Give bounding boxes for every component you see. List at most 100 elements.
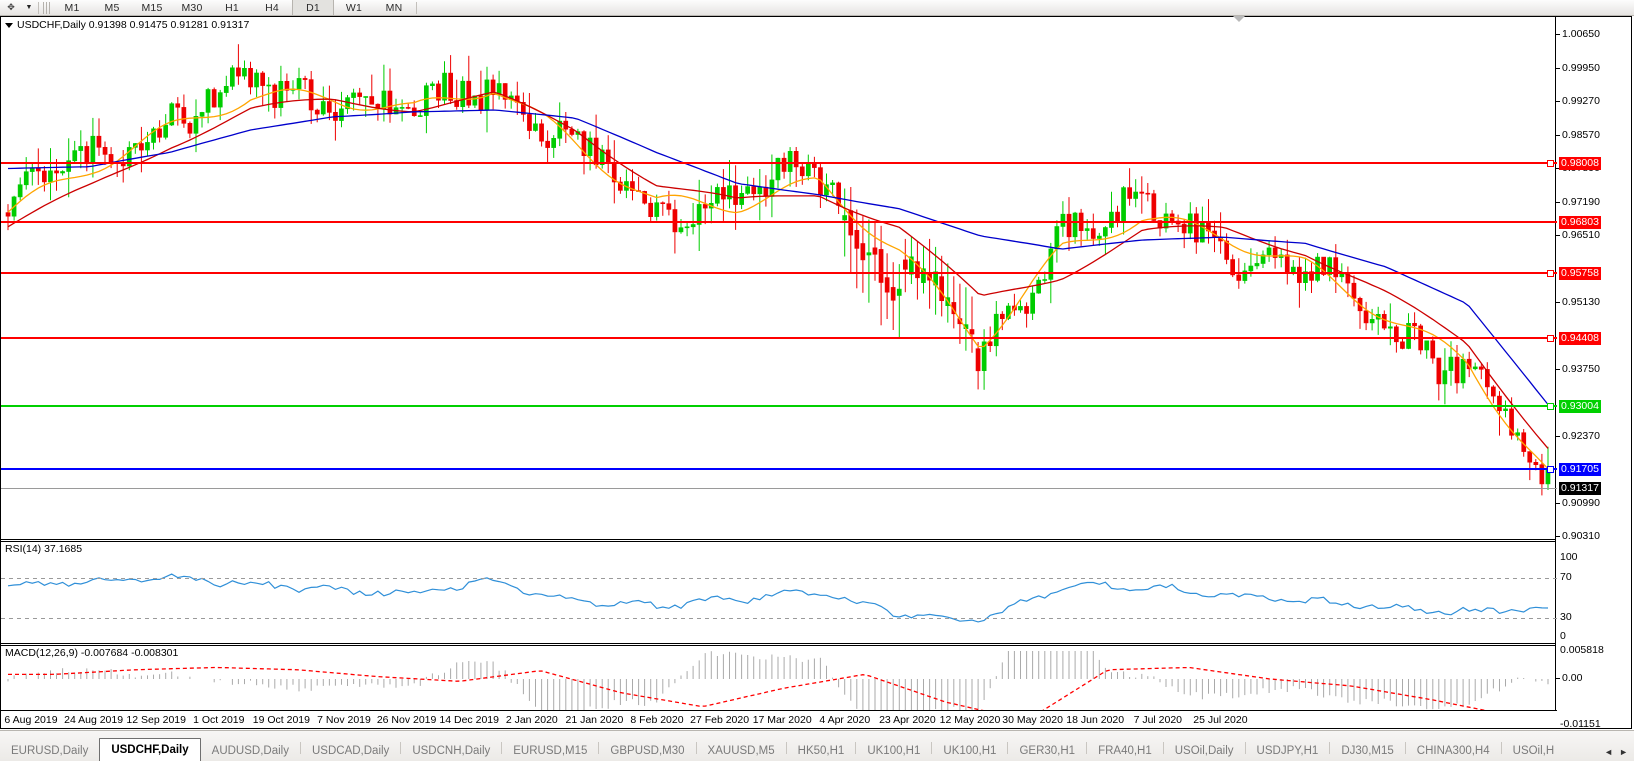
timeframe-w1[interactable]: W1 bbox=[345, 1, 363, 14]
price-tag-support-1[interactable]: 0.93004 bbox=[1559, 400, 1601, 414]
timeframe-d1[interactable]: D1 bbox=[292, 0, 334, 15]
timeframe-m15[interactable]: M15 bbox=[141, 1, 163, 14]
timeframe-h4[interactable]: H4 bbox=[265, 1, 279, 14]
tab-divider bbox=[501, 741, 503, 754]
tab-divider bbox=[1500, 741, 1502, 754]
date-tick-label: 17 Mar 2020 bbox=[752, 714, 812, 726]
date-tick-label: 8 Feb 2020 bbox=[630, 714, 684, 726]
date-tick-label: 7 Nov 2019 bbox=[317, 714, 371, 726]
chart-tab-uk100-h1[interactable]: UK100,H1 bbox=[943, 744, 997, 757]
price-tick-label: 0.95130 bbox=[1562, 295, 1600, 308]
chart-tab-xauusd-m5[interactable]: XAUUSD,M5 bbox=[707, 744, 775, 757]
chart-tab-usdcad-daily[interactable]: USDCAD,Daily bbox=[311, 744, 390, 757]
price-scale[interactable]: 1.006500.999500.992700.985700.978900.971… bbox=[1555, 17, 1631, 730]
price-tag-resistance-3[interactable]: 0.95758 bbox=[1559, 266, 1601, 280]
date-tick-label: 1 Oct 2019 bbox=[193, 714, 245, 726]
chart-tab-bar[interactable]: EURUSD,Daily USDCHF,Daily AUDUSD,Daily USDC… bbox=[0, 730, 1634, 761]
chart-tab-china300-h4[interactable]: CHINA300,H4 bbox=[1416, 744, 1490, 757]
rsi-tick-label: 0 bbox=[1560, 630, 1566, 642]
rsi-tick-label: 100 bbox=[1560, 551, 1578, 563]
level-handle-resistance-1[interactable] bbox=[1547, 160, 1554, 168]
level-line-resistance-3[interactable] bbox=[1, 271, 1557, 274]
tab-divider bbox=[1404, 741, 1406, 754]
rsi-pane-divider bbox=[1, 539, 1631, 540]
level-handle-support-1[interactable] bbox=[1547, 403, 1554, 411]
price-tag-last-price[interactable]: 0.91317 bbox=[1559, 482, 1601, 496]
cursor-crosshair-icon[interactable]: ✥ bbox=[7, 2, 15, 12]
chart-frame[interactable]: USDCHF,Daily 0.91398 0.91475 0.91281 0.9… bbox=[0, 16, 1632, 730]
rsi-indicator-label: RSI(14) 37.1685 bbox=[5, 543, 83, 555]
macd-pane-divider bbox=[1, 643, 1631, 644]
tab-scroll-controls[interactable]: ◄ ► bbox=[1598, 747, 1634, 761]
date-tick-label: 30 May 2020 bbox=[1002, 714, 1063, 726]
chart-tab-ger30-h1[interactable]: GER30,H1 bbox=[1019, 744, 1076, 757]
chart-tab-usdjpy-h1[interactable]: USDJPY,H1 bbox=[1256, 744, 1319, 757]
rsi-line-series bbox=[7, 573, 1549, 623]
date-tick-label: 12 May 2020 bbox=[939, 714, 1001, 726]
price-plot-area[interactable]: USDCHF,Daily 0.91398 0.91475 0.91281 0.9… bbox=[1, 17, 1631, 728]
level-line-resistance-1[interactable] bbox=[1, 162, 1557, 165]
macd-tick-label: -0.01151 bbox=[1560, 718, 1601, 730]
price-tick-label: 0.97190 bbox=[1562, 195, 1600, 208]
date-tick-label: 26 Nov 2019 bbox=[376, 714, 437, 726]
tab-divider bbox=[1086, 741, 1088, 754]
level-line-resistance-4[interactable] bbox=[1, 337, 1557, 340]
price-tag-support-2[interactable]: 0.91705 bbox=[1559, 463, 1601, 477]
chart-tab-usoil-h[interactable]: USOil,H bbox=[1512, 744, 1555, 757]
macd-tick-label: 0.005818 bbox=[1560, 644, 1604, 656]
chart-tab-eurusd-m15[interactable]: EURUSD,M15 bbox=[513, 744, 588, 757]
tab-divider bbox=[785, 741, 787, 754]
level-line-resistance-2[interactable] bbox=[1, 220, 1557, 223]
chart-tab-usdchf-daily[interactable]: USDCHF,Daily bbox=[99, 738, 201, 761]
level-line-support-2[interactable] bbox=[1, 468, 1557, 471]
price-tick-label: 0.98570 bbox=[1562, 128, 1600, 141]
price-tag-resistance-4[interactable]: 0.94408 bbox=[1559, 332, 1601, 346]
price-tick-label: 0.99270 bbox=[1562, 94, 1600, 107]
chart-tab-hk50-h1[interactable]: HK50,H1 bbox=[797, 744, 845, 757]
timeframe-h1[interactable]: H1 bbox=[225, 1, 239, 14]
timeframe-mn[interactable]: MN bbox=[385, 1, 403, 14]
chart-tab-usoil-daily[interactable]: USOil,Daily bbox=[1174, 744, 1234, 757]
date-tick-label: 25 Jul 2020 bbox=[1193, 714, 1248, 726]
price-tag-resistance-2[interactable]: 0.96803 bbox=[1559, 215, 1601, 229]
timeframe-m30[interactable]: M30 bbox=[181, 1, 203, 14]
level-line-support-1[interactable] bbox=[1, 405, 1557, 408]
chart-tab-dj30-m15[interactable]: DJ30,M15 bbox=[1341, 744, 1394, 757]
level-handle-resistance-4[interactable] bbox=[1547, 335, 1554, 343]
candlestick-series bbox=[5, 44, 1551, 496]
date-tick-label: 24 Aug 2019 bbox=[64, 714, 124, 726]
tab-divider bbox=[1162, 741, 1164, 754]
chart-drag-marker[interactable] bbox=[1233, 16, 1245, 22]
timeframe-m5[interactable]: M5 bbox=[104, 1, 120, 14]
price-tick-label: 0.93750 bbox=[1562, 362, 1600, 375]
date-axis: 6 Aug 2019 24 Aug 2019 12 Sep 2019 1 Oct 20… bbox=[1, 710, 1557, 728]
chart-tab-audusd-daily[interactable]: AUDUSD,Daily bbox=[211, 744, 289, 757]
dropdown-caret-icon[interactable]: ▼ bbox=[25, 4, 33, 11]
price-tick-label: 0.92370 bbox=[1562, 429, 1600, 442]
rsi-tick-label: 70 bbox=[1560, 571, 1572, 583]
date-tick-label: 27 Feb 2020 bbox=[690, 714, 750, 726]
timeframe-m1[interactable]: M1 bbox=[64, 1, 80, 14]
macd-indicator-label: MACD(12,26,9) -0.007684 -0.008301 bbox=[5, 647, 179, 659]
price-tick-label: 0.99950 bbox=[1562, 61, 1600, 74]
tab-scroll-left-icon[interactable]: ◄ bbox=[1604, 747, 1614, 757]
date-tick-label: 14 Dec 2019 bbox=[439, 714, 499, 726]
toolbar-separator bbox=[38, 1, 39, 14]
tab-scroll-right-icon[interactable]: ► bbox=[1619, 747, 1628, 757]
collapse-triangle-icon[interactable] bbox=[5, 22, 13, 28]
date-tick-label: 21 Jan 2020 bbox=[565, 714, 624, 726]
rsi-tick-label: 30 bbox=[1560, 611, 1572, 623]
date-tick-label: 7 Jul 2020 bbox=[1133, 714, 1183, 726]
top-toolbar: ✥ ▼ M1 M5 M15 M30 H1 H4 D1 W1 MN bbox=[0, 0, 1634, 16]
chart-tab-eurusd-daily[interactable]: EURUSD,Daily bbox=[11, 744, 89, 757]
chart-tab-usdcnh-daily[interactable]: USDCNH,Daily bbox=[412, 744, 491, 757]
date-tick-label: 12 Sep 2019 bbox=[126, 714, 186, 726]
chart-tab-fra40-h1[interactable]: FRA40,H1 bbox=[1098, 744, 1152, 757]
chart-tab-gbpusd-m30[interactable]: GBPUSD,M30 bbox=[610, 744, 685, 757]
level-handle-support-2[interactable] bbox=[1547, 466, 1554, 474]
price-tick-label: 1.00650 bbox=[1562, 28, 1600, 40]
chart-tab-uk100-h1[interactable]: UK100,H1 bbox=[867, 744, 921, 757]
toolbar-grip[interactable] bbox=[43, 1, 50, 14]
price-tag-resistance-1[interactable]: 0.98008 bbox=[1559, 157, 1601, 171]
level-handle-resistance-3[interactable] bbox=[1547, 269, 1554, 277]
